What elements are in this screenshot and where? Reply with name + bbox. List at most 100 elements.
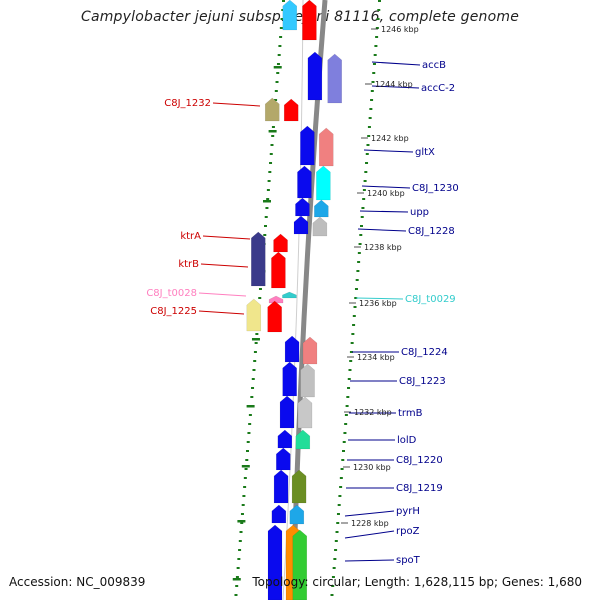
ring-dot: [362, 198, 366, 200]
feature-t0028[interactable]: [268, 295, 284, 304]
tick-label: 1240 kbp: [367, 189, 405, 198]
feature-trmB-a[interactable]: [279, 395, 295, 429]
ring-dot: [274, 99, 278, 101]
feature-pyrH-b[interactable]: [289, 504, 305, 525]
feature-C8J_1225-a[interactable]: [246, 298, 262, 332]
gene-label-upp[interactable]: upp: [410, 207, 429, 218]
gene-label-C8J_1225[interactable]: C8J_1225: [150, 306, 197, 317]
ring-dot: [375, 36, 379, 38]
ring-dot: [238, 540, 242, 542]
ring-dot: [364, 171, 368, 173]
ring-dot: [264, 216, 268, 218]
ring-dot: [346, 396, 350, 398]
gene-label-ktrA[interactable]: ktrA: [180, 231, 201, 242]
tick-label: 1242 kbp: [371, 134, 409, 143]
ring-dot: [258, 288, 262, 290]
feature-ktrB[interactable]: [271, 251, 286, 289]
feature-gltX-b[interactable]: [318, 127, 334, 167]
leader-upp: [359, 210, 409, 213]
feature-top-a[interactable]: [282, 0, 298, 31]
feature-spoT[interactable]: [292, 529, 308, 600]
ring-dot: [370, 90, 374, 92]
leader-C8J_t0029: [355, 297, 404, 300]
feature-upp-b[interactable]: [314, 199, 329, 218]
feature-pyrH-a[interactable]: [271, 504, 287, 524]
feature-C8J_1228-a[interactable]: [293, 215, 309, 235]
ring-dot: [239, 531, 243, 533]
ring-dot: [253, 360, 257, 362]
ring-dot: [235, 576, 239, 578]
gene-label-lolD[interactable]: lolD: [397, 435, 417, 446]
feature-t0029[interactable]: [282, 291, 297, 299]
gene-label-trmB[interactable]: trmB: [398, 408, 423, 419]
tick-label: 1246 kbp: [381, 25, 419, 34]
feature-C8J_1224-b[interactable]: [302, 336, 318, 365]
gene-label-C8J_1219[interactable]: C8J_1219: [396, 483, 443, 494]
ring-dot: [246, 450, 249, 452]
ring-dot: [269, 162, 273, 164]
ring-major-tick: [263, 200, 271, 203]
ring-dot: [359, 234, 363, 236]
gene-label-C8J_1230[interactable]: C8J_1230: [412, 183, 459, 194]
feature-top-b[interactable]: [302, 0, 317, 41]
gene-label-accB[interactable]: accB: [422, 60, 446, 71]
gene-label-C8J_1232[interactable]: C8J_1232: [164, 98, 211, 109]
gene-label-C8J_t0028[interactable]: C8J_t0028: [146, 288, 197, 299]
feature-C8J_1224-a[interactable]: [284, 335, 300, 363]
ring-dot: [235, 585, 239, 587]
ring-dot: [255, 333, 259, 335]
ring-dot: [332, 567, 336, 569]
feature-C8J_1223-b[interactable]: [300, 363, 315, 398]
feature-C8J_1219-b[interactable]: [291, 469, 307, 504]
ring-dot: [356, 270, 360, 272]
ring-dot: [333, 558, 337, 560]
feature-lolD-a[interactable]: [277, 429, 293, 449]
ring-dot: [331, 585, 335, 587]
feature-gltX-a[interactable]: [300, 125, 315, 166]
feature-C8J_1228-b[interactable]: [312, 216, 328, 237]
leader-C8J_1225: [198, 310, 245, 315]
gene-label-gltX[interactable]: gltX: [415, 147, 435, 158]
feature-C8J_1230-b[interactable]: [316, 165, 331, 201]
tick-label: 1232 kbp: [354, 408, 392, 417]
gene-label-C8J_1228[interactable]: C8J_1228: [408, 226, 455, 237]
gene-label-C8J_t0029[interactable]: C8J_t0029: [405, 294, 456, 305]
gene-label-rpoZ[interactable]: rpoZ: [396, 526, 420, 537]
gene-label-C8J_1224[interactable]: C8J_1224: [401, 347, 448, 358]
ring-dot: [234, 594, 238, 596]
feature-ktrA-a[interactable]: [251, 231, 266, 287]
feature-accC-2[interactable]: [327, 53, 342, 104]
feature-ktrA-b[interactable]: [273, 233, 288, 253]
gene-label-ktrB[interactable]: ktrB: [178, 259, 199, 270]
feature-C8J_1232-b[interactable]: [283, 98, 299, 122]
gene-label-C8J_1223[interactable]: C8J_1223: [399, 376, 446, 387]
ring-dot: [342, 441, 346, 443]
leader-accB: [371, 61, 421, 66]
ring-dot: [344, 414, 348, 416]
gene-label-pyrH[interactable]: pyrH: [396, 506, 420, 517]
gene-label-spoT[interactable]: spoT: [396, 555, 421, 566]
ring-dot: [349, 351, 353, 353]
feature-C8J_1232-a[interactable]: [264, 97, 280, 122]
map-title: Campylobacter jejuni subsp. jejuni 81116…: [80, 9, 520, 25]
feature-C8J_1225-b[interactable]: [267, 300, 282, 333]
feature-C8J_1219-a[interactable]: [273, 469, 289, 504]
feature-rpoZ-a[interactable]: [267, 524, 283, 600]
feature-C8J_1220[interactable]: [276, 447, 291, 471]
ring-dot: [371, 81, 375, 83]
ring-dot: [336, 513, 340, 515]
ring-dot: [365, 162, 369, 164]
feature-C8J_1230-a[interactable]: [297, 165, 312, 199]
ring-dot: [372, 72, 376, 74]
feature-upp-a[interactable]: [295, 197, 310, 217]
ring-dot: [276, 72, 280, 74]
leader-C8J_1230: [361, 185, 411, 189]
feature-C8J_1223-a[interactable]: [282, 361, 297, 397]
ring-dot: [330, 594, 334, 596]
gene-label-C8J_1220[interactable]: C8J_1220: [396, 455, 443, 466]
gene-label-accC-2[interactable]: accC-2: [421, 83, 455, 94]
ring-dot: [351, 333, 355, 335]
feature-accB[interactable]: [307, 51, 323, 101]
feature-trmB-b[interactable]: [297, 396, 313, 429]
feature-lolD-b[interactable]: [295, 429, 311, 450]
